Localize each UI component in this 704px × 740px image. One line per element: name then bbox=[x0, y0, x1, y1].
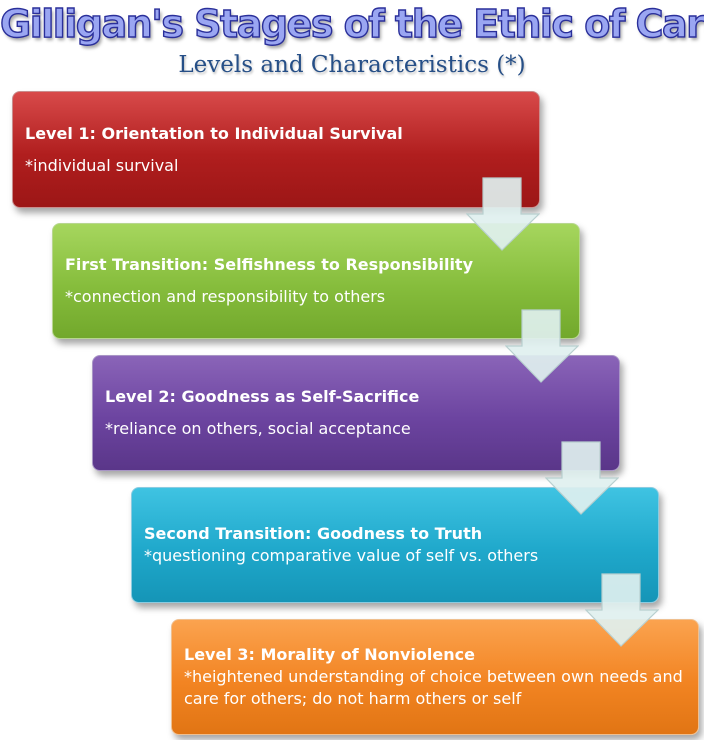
stage-detail: *reliance on others, social acceptance bbox=[105, 419, 411, 438]
stage-heading: Second Transition: Goodness to Truth bbox=[144, 524, 483, 543]
down-arrow-icon bbox=[545, 441, 619, 515]
down-arrow-icon bbox=[466, 177, 540, 251]
down-arrow-icon bbox=[585, 573, 659, 647]
stage-heading: First Transition: Selfishness to Respons… bbox=[65, 255, 473, 274]
stage-box-level-3: Level 3: Morality of Nonviolence *height… bbox=[171, 619, 699, 735]
stage-detail: *individual survival bbox=[25, 155, 179, 175]
stage-detail: *questioning comparative value of self v… bbox=[144, 546, 539, 565]
stage-heading: Level 1: Orientation to Individual Survi… bbox=[25, 123, 403, 143]
stage-detail: *heightened understanding of choice betw… bbox=[184, 667, 683, 708]
down-arrow-icon bbox=[505, 309, 579, 383]
stage-box-first-transition: First Transition: Selfishness to Respons… bbox=[52, 223, 580, 339]
diagram-title: Gilligan's Stages of the Ethic of Care bbox=[0, 1, 704, 46]
stage-box-level-1: Level 1: Orientation to Individual Survi… bbox=[12, 91, 540, 208]
stage-heading: Level 2: Goodness as Self-Sacrifice bbox=[105, 387, 420, 406]
stage-detail: *connection and responsibility to others bbox=[65, 287, 386, 306]
stage-box-second-transition: Second Transition: Goodness to Truth *qu… bbox=[131, 487, 659, 603]
stage-box-level-2: Level 2: Goodness as Self-Sacrifice *rel… bbox=[92, 355, 620, 471]
stage-heading: Level 3: Morality of Nonviolence bbox=[184, 645, 475, 664]
diagram-subtitle: Levels and Characteristics (*) bbox=[178, 52, 526, 78]
